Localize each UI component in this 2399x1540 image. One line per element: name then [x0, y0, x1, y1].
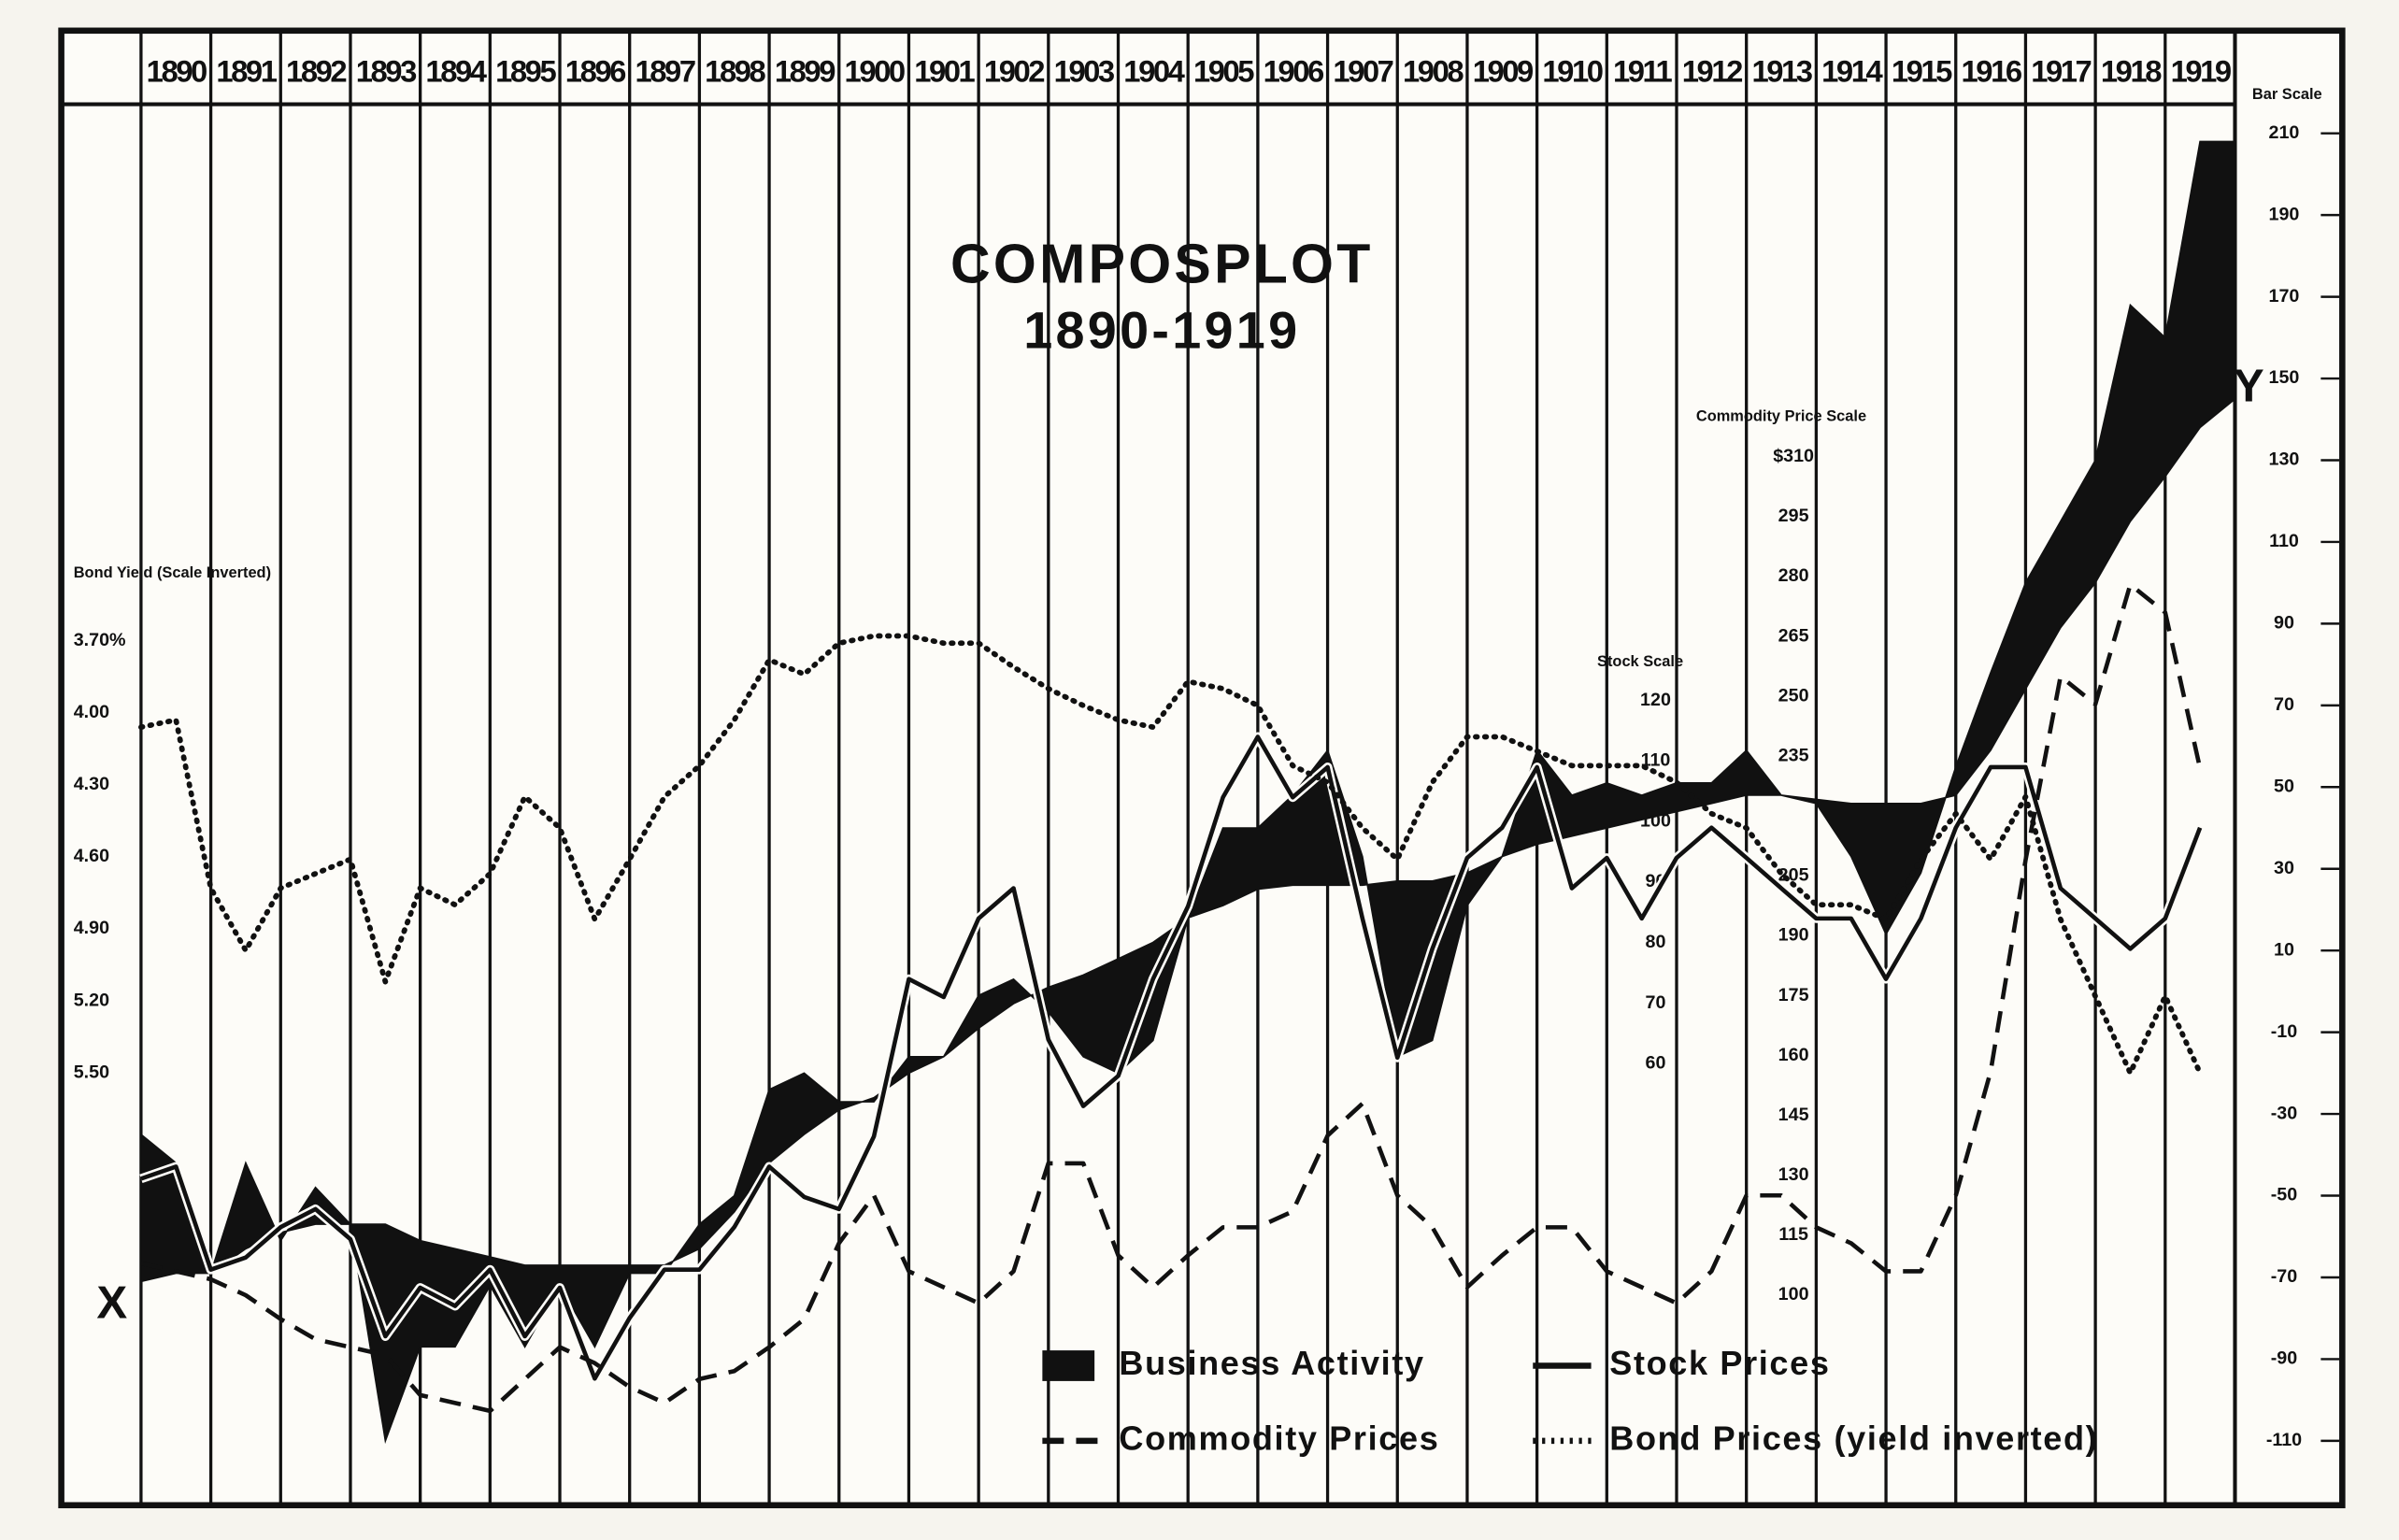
year-label: 1894	[425, 53, 487, 88]
y-tick-label: -30	[2271, 1103, 2297, 1123]
year-label: 1906	[1264, 53, 1324, 88]
series-line	[140, 582, 2203, 1414]
legend-label: Bond Prices (yield inverted)	[1609, 1419, 2098, 1457]
axis-title: Bar Scale	[2252, 86, 2322, 103]
y-tick-label: 130	[2269, 449, 2300, 470]
year-label: 1909	[1473, 53, 1534, 88]
year-label: 1908	[1403, 53, 1464, 88]
year-label: 1907	[1333, 53, 1392, 88]
y-tick-label: 250	[1778, 685, 1809, 706]
year-label: 1903	[1054, 53, 1115, 88]
year-label: 1902	[984, 53, 1044, 88]
y-tick-label: 4.30	[74, 774, 109, 794]
y-tick-label: -10	[2271, 1021, 2297, 1042]
year-label: 1897	[635, 53, 694, 88]
y-tick-label: 90	[2274, 613, 2294, 634]
year-label: 1900	[845, 53, 905, 88]
annotation: Y	[2234, 361, 2264, 412]
year-label: 1917	[2031, 53, 2091, 88]
year-label: 1893	[356, 53, 417, 88]
y-tick-label: 4.60	[74, 846, 109, 866]
y-tick-label: 5.20	[74, 990, 109, 1010]
y-tick-label: -50	[2271, 1185, 2297, 1205]
y-tick-label: -70	[2271, 1266, 2297, 1287]
y-tick-label: $310	[1773, 446, 1814, 466]
y-tick-label: 160	[1778, 1045, 1809, 1065]
y-tick-label: 265	[1778, 625, 1809, 646]
year-label: 1910	[1542, 53, 1602, 88]
business-area	[140, 140, 2236, 1445]
y-tick-label: 210	[2269, 122, 2300, 143]
year-label: 1918	[2101, 53, 2162, 88]
chart-title: COMPOSPLOT	[950, 234, 1374, 295]
year-label: 1919	[2171, 53, 2232, 88]
year-label: 1896	[565, 53, 626, 88]
y-tick-label: 295	[1778, 506, 1809, 526]
year-label: 1913	[1751, 53, 1812, 88]
y-tick-label: 60	[1646, 1053, 1666, 1074]
axis-title: Commodity Price Scale	[1696, 407, 1866, 424]
chart-subtitle: 1890-1919	[1023, 301, 1300, 359]
y-tick-label: 235	[1778, 745, 1809, 765]
year-label: 1911	[1613, 53, 1673, 88]
axis-title: Stock Scale	[1597, 653, 1683, 670]
year-label: 1905	[1193, 53, 1254, 88]
y-tick-label: 175	[1778, 985, 1809, 1005]
legend-label: Stock Prices	[1609, 1344, 1830, 1382]
year-label: 1898	[705, 53, 765, 88]
annotation: X	[96, 1277, 127, 1329]
legend-swatch	[1042, 1350, 1095, 1381]
series-line	[138, 633, 2203, 1077]
year-label: 1890	[147, 53, 207, 88]
legend-label: Business Activity	[1119, 1344, 1424, 1382]
year-label: 1915	[1892, 53, 1952, 88]
y-tick-label: 10	[2274, 939, 2294, 960]
y-tick-label: 4.00	[74, 702, 109, 722]
year-label: 1912	[1682, 53, 1742, 88]
y-tick-label: 3.70%	[74, 630, 126, 650]
y-tick-label: 150	[2269, 367, 2300, 388]
y-tick-label: 170	[2269, 286, 2300, 307]
y-tick-label: 30	[2274, 858, 2294, 878]
y-tick-label: 145	[1778, 1105, 1809, 1125]
y-tick-label: 100	[1778, 1284, 1809, 1305]
y-tick-label: 190	[1778, 925, 1809, 946]
y-tick-label: 110	[1641, 750, 1671, 771]
y-tick-label: 110	[2269, 531, 2299, 551]
year-label: 1904	[1123, 53, 1185, 88]
year-label: 1901	[914, 53, 975, 88]
y-tick-label: 80	[1646, 932, 1666, 952]
axis-title: Bond Yield (Scale Inverted)	[74, 564, 271, 581]
year-label: 1916	[1962, 53, 2022, 88]
y-tick-label: 4.90	[74, 918, 109, 938]
y-tick-label: 50	[2274, 776, 2294, 796]
year-label: 1899	[775, 53, 835, 88]
legend-label: Commodity Prices	[1119, 1419, 1439, 1457]
y-tick-label: 130	[1778, 1164, 1809, 1185]
y-tick-label: 70	[2274, 694, 2294, 715]
year-label: 1914	[1821, 53, 1883, 88]
year-label: 1892	[286, 53, 346, 88]
y-tick-label: 5.50	[74, 1062, 109, 1082]
y-tick-label: 120	[1640, 690, 1671, 710]
year-label: 1895	[495, 53, 556, 88]
y-tick-label: 190	[2269, 204, 2300, 224]
series-line	[140, 734, 2203, 1381]
y-tick-label: -110	[2266, 1430, 2302, 1450]
y-tick-label: 280	[1778, 565, 1809, 586]
y-tick-label: 70	[1646, 992, 1666, 1013]
y-tick-label: 115	[1778, 1224, 1808, 1245]
y-tick-label: -90	[2271, 1348, 2297, 1369]
year-label: 1891	[216, 53, 277, 88]
